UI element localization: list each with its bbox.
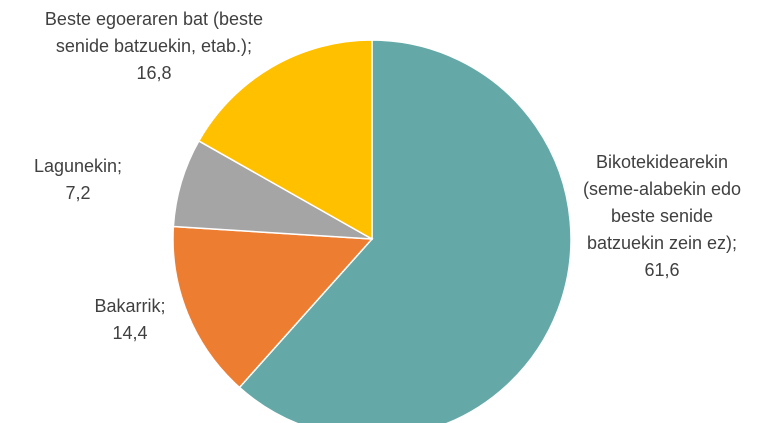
slice-label-line-0-2: beste senide bbox=[611, 206, 713, 226]
slice-value-1: 14,4 bbox=[112, 323, 147, 343]
slice-label-line-0-3: batzuekin zein ez); bbox=[587, 233, 737, 253]
slice-label-line-1-0: Bakarrik; bbox=[94, 296, 165, 316]
pie-slice-1 bbox=[172, 225, 374, 389]
slice-label-line-2-0: Lagunekin; bbox=[34, 156, 122, 176]
slice-label-2: Lagunekin; 7,2 bbox=[34, 156, 122, 203]
slice-label-line-0-1: (seme-alabekin edo bbox=[583, 179, 741, 199]
slice-label-3: Beste egoeraren bat (beste senide batzuek… bbox=[45, 9, 263, 83]
slice-value-2: 7,2 bbox=[65, 183, 90, 203]
slice-label-1: Bakarrik; 14,4 bbox=[94, 296, 165, 343]
slice-label-line-3-1: senide batzuekin, etab.); bbox=[56, 36, 252, 56]
pie-slice-0 bbox=[238, 39, 572, 423]
slice-value-3: 16,8 bbox=[136, 63, 171, 83]
pie-slice-3 bbox=[197, 39, 373, 241]
slice-value-0: 61,6 bbox=[644, 260, 679, 280]
pie-labels: Bikotekidearekin (seme-alabekin edo beste … bbox=[34, 9, 741, 343]
slice-label-line-3-0: Beste egoeraren bat (beste bbox=[45, 9, 263, 29]
pie-slices bbox=[172, 39, 572, 423]
slice-label-line-0-0: Bikotekidearekin bbox=[596, 152, 728, 172]
slice-label-0: Bikotekidearekin (seme-alabekin edo beste … bbox=[583, 152, 741, 280]
